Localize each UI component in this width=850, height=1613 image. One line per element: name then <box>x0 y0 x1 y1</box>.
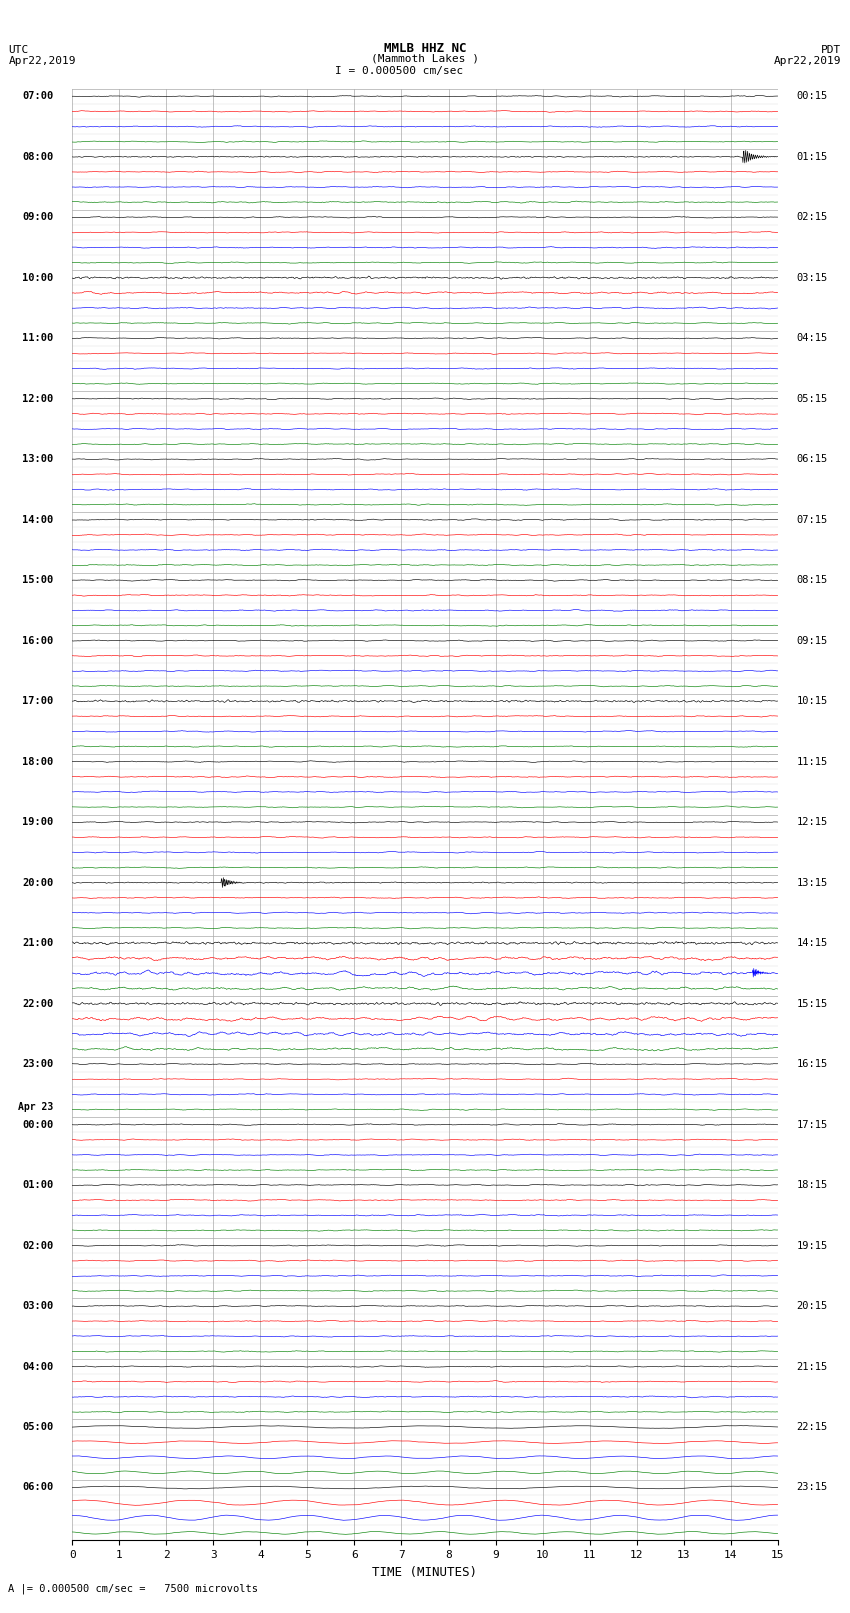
Text: 15:00: 15:00 <box>22 576 54 586</box>
Text: 16:00: 16:00 <box>22 636 54 645</box>
Text: I = 0.000500 cm/sec: I = 0.000500 cm/sec <box>336 66 463 76</box>
Text: 03:00: 03:00 <box>22 1302 54 1311</box>
Text: 00:15: 00:15 <box>796 92 828 102</box>
Text: UTC: UTC <box>8 45 29 55</box>
Text: 07:15: 07:15 <box>796 515 828 524</box>
Text: 16:15: 16:15 <box>796 1060 828 1069</box>
Text: 05:00: 05:00 <box>22 1423 54 1432</box>
Text: 07:00: 07:00 <box>22 92 54 102</box>
Text: 22:15: 22:15 <box>796 1423 828 1432</box>
Text: 06:15: 06:15 <box>796 455 828 465</box>
Text: 23:00: 23:00 <box>22 1060 54 1069</box>
Text: 18:15: 18:15 <box>796 1181 828 1190</box>
Text: 12:15: 12:15 <box>796 818 828 827</box>
Text: 01:00: 01:00 <box>22 1181 54 1190</box>
Text: 17:15: 17:15 <box>796 1119 828 1129</box>
Text: 00:00: 00:00 <box>22 1119 54 1129</box>
Text: 13:00: 13:00 <box>22 455 54 465</box>
Text: Apr22,2019: Apr22,2019 <box>8 56 76 66</box>
Text: PDT: PDT <box>821 45 842 55</box>
Text: 10:00: 10:00 <box>22 273 54 282</box>
Text: Apr22,2019: Apr22,2019 <box>774 56 842 66</box>
Text: 01:15: 01:15 <box>796 152 828 161</box>
Text: 17:00: 17:00 <box>22 697 54 706</box>
Text: 15:15: 15:15 <box>796 998 828 1008</box>
Text: 05:15: 05:15 <box>796 394 828 403</box>
Text: 14:00: 14:00 <box>22 515 54 524</box>
Text: 20:15: 20:15 <box>796 1302 828 1311</box>
Text: 21:15: 21:15 <box>796 1361 828 1371</box>
Text: 18:00: 18:00 <box>22 756 54 766</box>
Text: 06:00: 06:00 <box>22 1482 54 1492</box>
Text: 19:15: 19:15 <box>796 1240 828 1250</box>
Text: 09:00: 09:00 <box>22 213 54 223</box>
Text: 10:15: 10:15 <box>796 697 828 706</box>
Text: 09:15: 09:15 <box>796 636 828 645</box>
Text: 19:00: 19:00 <box>22 818 54 827</box>
Text: Apr 23: Apr 23 <box>18 1102 54 1113</box>
Text: 14:15: 14:15 <box>796 939 828 948</box>
X-axis label: TIME (MINUTES): TIME (MINUTES) <box>372 1566 478 1579</box>
Text: 11:15: 11:15 <box>796 756 828 766</box>
Text: MMLB HHZ NC: MMLB HHZ NC <box>383 42 467 55</box>
Text: 22:00: 22:00 <box>22 998 54 1008</box>
Text: 12:00: 12:00 <box>22 394 54 403</box>
Text: 03:15: 03:15 <box>796 273 828 282</box>
Text: 02:00: 02:00 <box>22 1240 54 1250</box>
Text: 08:15: 08:15 <box>796 576 828 586</box>
Text: 04:15: 04:15 <box>796 334 828 344</box>
Text: 23:15: 23:15 <box>796 1482 828 1492</box>
Text: 04:00: 04:00 <box>22 1361 54 1371</box>
Text: 08:00: 08:00 <box>22 152 54 161</box>
Text: (Mammoth Lakes ): (Mammoth Lakes ) <box>371 53 479 63</box>
Text: A |= 0.000500 cm/sec =   7500 microvolts: A |= 0.000500 cm/sec = 7500 microvolts <box>8 1582 258 1594</box>
Text: 02:15: 02:15 <box>796 213 828 223</box>
Text: 21:00: 21:00 <box>22 939 54 948</box>
Text: 13:15: 13:15 <box>796 877 828 887</box>
Text: 11:00: 11:00 <box>22 334 54 344</box>
Text: 20:00: 20:00 <box>22 877 54 887</box>
